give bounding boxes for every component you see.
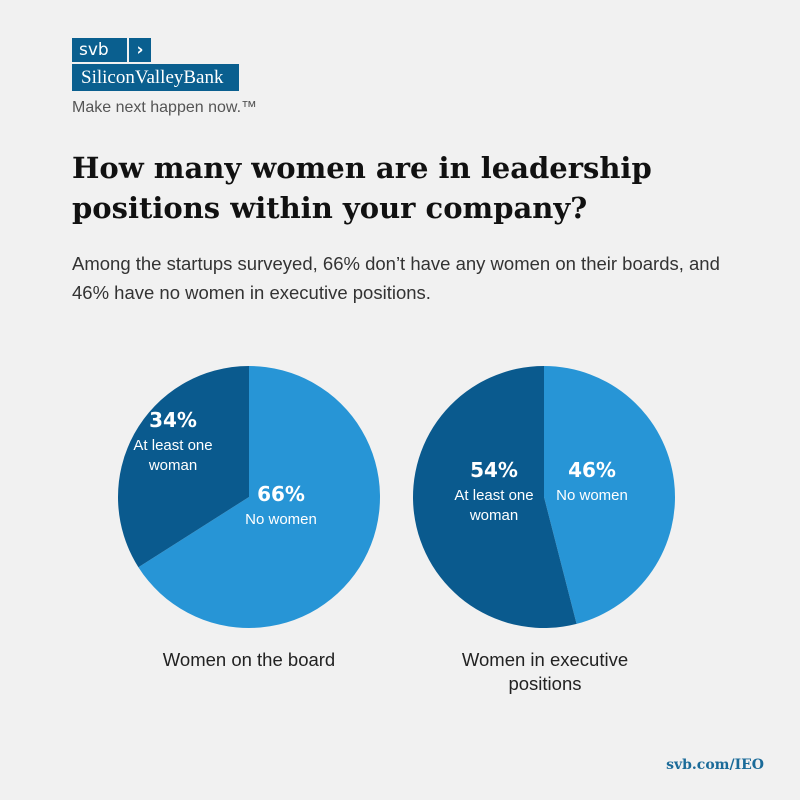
pie-slice xyxy=(138,366,381,628)
slice-category-label: At least one xyxy=(454,487,533,504)
slice-value-label: 46% xyxy=(568,458,616,482)
slice-value-label: 66% xyxy=(257,482,305,506)
slice-category-label: woman xyxy=(469,507,518,524)
bank-name: SiliconValleyBank xyxy=(72,64,239,91)
slice-value-label: 34% xyxy=(149,408,197,432)
chevron-right-icon: › xyxy=(129,38,151,62)
slice-value-label: 54% xyxy=(470,458,518,482)
page-subtitle: Among the startups surveyed, 66% don’t h… xyxy=(72,253,720,303)
svb-logo-text: svb xyxy=(72,38,127,62)
slice-category-label: No women xyxy=(556,487,628,504)
pie-slice xyxy=(117,366,249,568)
footer-link[interactable]: svb.com/IEO xyxy=(666,757,764,773)
pie-charts: 66% No women 34% At least one woman 46% No wo… xyxy=(117,366,675,628)
slice-category-label: At least one xyxy=(133,437,212,454)
slice-category-label: woman xyxy=(148,457,197,474)
pie-chart-board: 66% No women 34% At least one woman xyxy=(117,366,381,628)
pie-slice xyxy=(412,366,577,628)
pie-chart-executive: 46% No women 54% At least one woman xyxy=(412,366,675,628)
tagline: Make next happen now.™ xyxy=(72,99,258,116)
chart-title-executive: Women in executive positions xyxy=(461,649,629,694)
page-title: How many women are in leadership positio… xyxy=(72,151,652,225)
chart-title-board: Women on the board xyxy=(162,649,336,670)
pie-slice xyxy=(544,366,675,624)
slice-category-label: No women xyxy=(245,511,317,528)
